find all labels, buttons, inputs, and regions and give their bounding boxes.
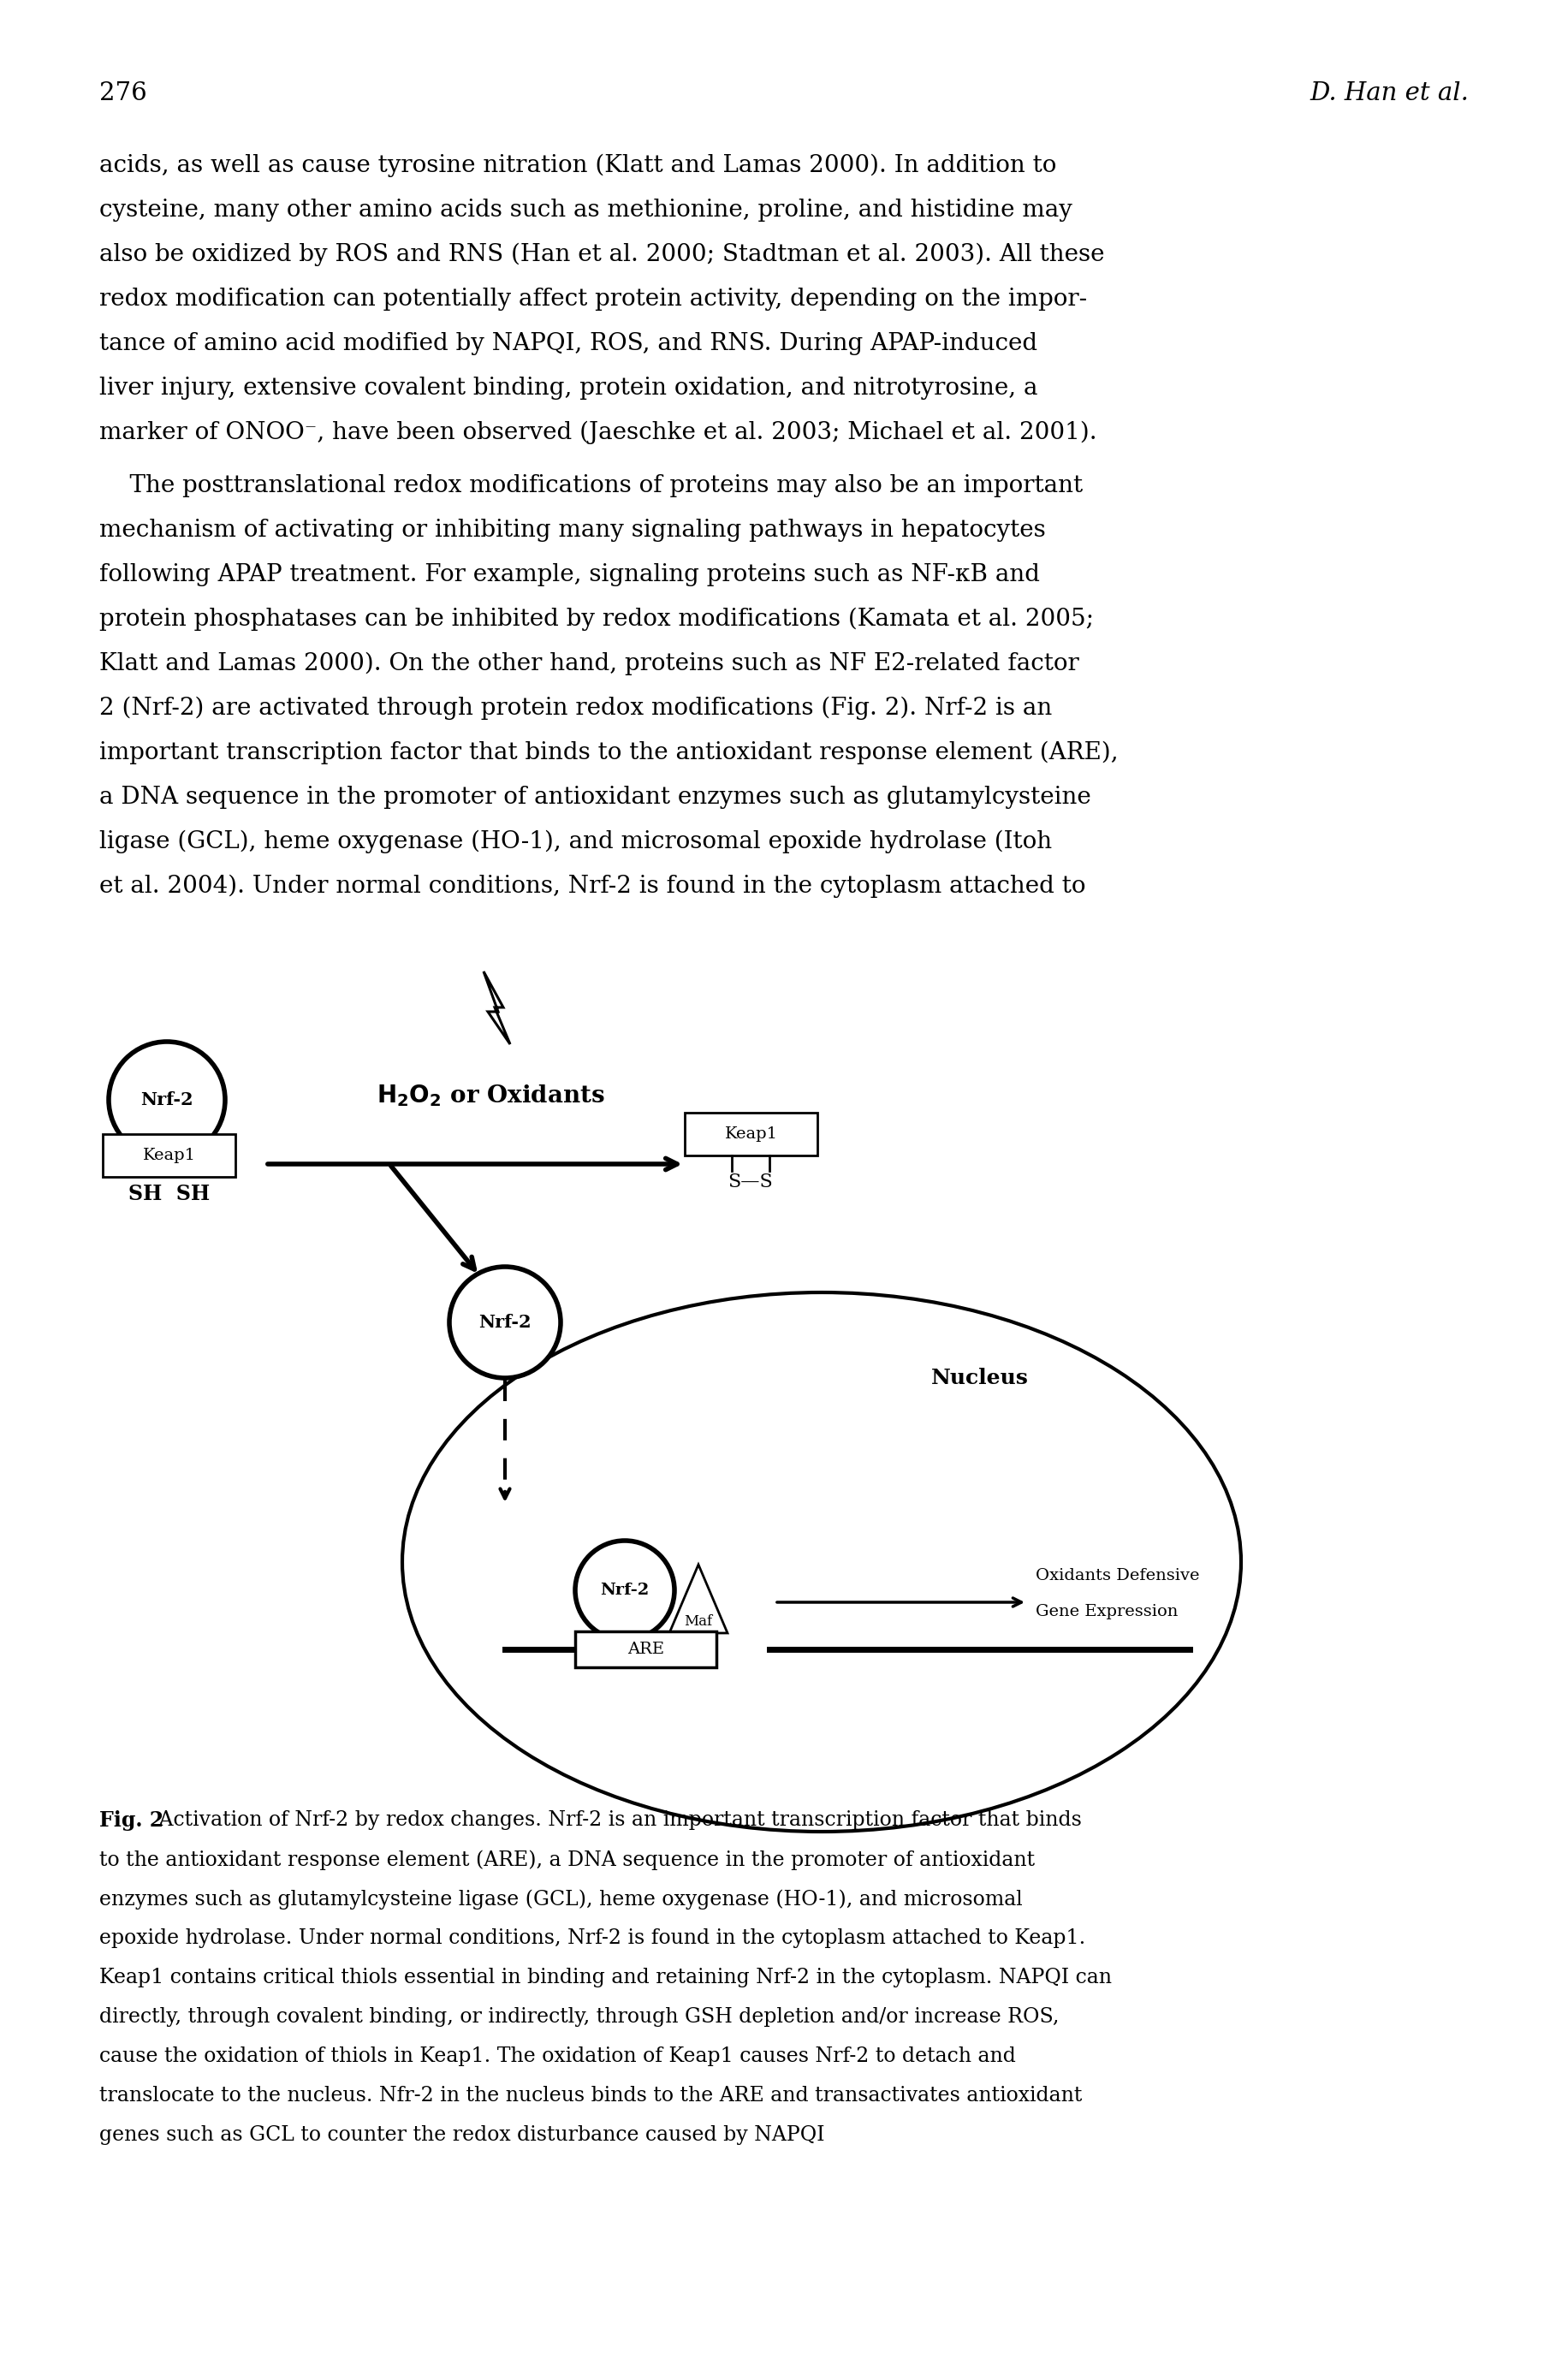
Text: Nrf-2: Nrf-2 xyxy=(141,1091,193,1107)
Text: Fig. 2: Fig. 2 xyxy=(99,1811,163,1832)
Text: tance of amino acid modified by NAPQI, ROS, and RNS. During APAP-induced: tance of amino acid modified by NAPQI, R… xyxy=(99,333,1038,354)
Text: liver injury, extensive covalent binding, protein oxidation, and nitrotyrosine, : liver injury, extensive covalent binding… xyxy=(99,378,1038,399)
Circle shape xyxy=(575,1540,674,1639)
Text: Nucleus: Nucleus xyxy=(931,1369,1029,1388)
Text: Nrf-2: Nrf-2 xyxy=(601,1582,649,1599)
Text: SH  SH: SH SH xyxy=(129,1183,210,1205)
Text: 276: 276 xyxy=(99,81,147,105)
Text: Oxidants Defensive: Oxidants Defensive xyxy=(1035,1568,1200,1582)
Text: D. Han et al.: D. Han et al. xyxy=(1309,81,1469,105)
Circle shape xyxy=(450,1266,561,1378)
Text: Nrf-2: Nrf-2 xyxy=(478,1314,532,1331)
Text: important transcription factor that binds to the antioxidant response element (A: important transcription factor that bind… xyxy=(99,741,1118,765)
Text: directly, through covalent binding, or indirectly, through GSH depletion and/or : directly, through covalent binding, or i… xyxy=(99,2008,1058,2027)
Bar xyxy=(575,1632,717,1668)
Text: Keap1: Keap1 xyxy=(143,1148,196,1164)
Text: acids, as well as cause tyrosine nitration (Klatt and Lamas 2000). In addition t: acids, as well as cause tyrosine nitrati… xyxy=(99,154,1057,178)
Text: enzymes such as glutamylcysteine ligase (GCL), heme oxygenase (HO-1), and micros: enzymes such as glutamylcysteine ligase … xyxy=(99,1889,1022,1910)
Text: The posttranslational redox modifications of proteins may also be an important: The posttranslational redox modification… xyxy=(99,475,1083,497)
Text: mechanism of activating or inhibiting many signaling pathways in hepatocytes: mechanism of activating or inhibiting ma… xyxy=(99,518,1046,542)
Text: S—S: S—S xyxy=(728,1174,773,1190)
Text: $\mathbf{H_2O_2}$ or Oxidants: $\mathbf{H_2O_2}$ or Oxidants xyxy=(376,1083,605,1107)
Circle shape xyxy=(108,1041,226,1157)
Text: ARE: ARE xyxy=(627,1642,665,1656)
Text: to the antioxidant response element (ARE), a DNA sequence in the promoter of ant: to the antioxidant response element (ARE… xyxy=(99,1849,1035,1870)
Text: Keap1: Keap1 xyxy=(724,1126,778,1143)
Text: Activation of Nrf-2 by redox changes. Nrf-2 is an important transcription factor: Activation of Nrf-2 by redox changes. Nr… xyxy=(152,1811,1082,1830)
Text: 2 (Nrf-2) are activated through protein redox modifications (Fig. 2). Nrf-2 is a: 2 (Nrf-2) are activated through protein … xyxy=(99,696,1052,720)
Text: also be oxidized by ROS and RNS (Han et al. 2000; Stadtman et al. 2003). All the: also be oxidized by ROS and RNS (Han et … xyxy=(99,242,1104,266)
Text: Klatt and Lamas 2000). On the other hand, proteins such as NF E2-related factor: Klatt and Lamas 2000). On the other hand… xyxy=(99,651,1079,675)
Text: genes such as GCL to counter the redox disturbance caused by NAPQI: genes such as GCL to counter the redox d… xyxy=(99,2124,825,2146)
Text: Keap1 contains critical thiols essential in binding and retaining Nrf-2 in the c: Keap1 contains critical thiols essential… xyxy=(99,1967,1112,1986)
Text: Gene Expression: Gene Expression xyxy=(1035,1604,1178,1620)
Text: Maf: Maf xyxy=(684,1613,712,1630)
Text: cysteine, many other amino acids such as methionine, proline, and histidine may: cysteine, many other amino acids such as… xyxy=(99,200,1073,221)
Text: redox modification can potentially affect protein activity, depending on the imp: redox modification can potentially affec… xyxy=(99,287,1087,311)
Text: protein phosphatases can be inhibited by redox modifications (Kamata et al. 2005: protein phosphatases can be inhibited by… xyxy=(99,608,1094,632)
Text: et al. 2004). Under normal conditions, Nrf-2 is found in the cytoplasm attached : et al. 2004). Under normal conditions, N… xyxy=(99,874,1085,898)
Bar xyxy=(103,1133,235,1176)
Text: ligase (GCL), heme oxygenase (HO-1), and microsomal epoxide hydrolase (Itoh: ligase (GCL), heme oxygenase (HO-1), and… xyxy=(99,829,1052,853)
Polygon shape xyxy=(670,1566,728,1632)
Text: marker of ONOO⁻, have been observed (Jaeschke et al. 2003; Michael et al. 2001).: marker of ONOO⁻, have been observed (Jae… xyxy=(99,421,1098,444)
Ellipse shape xyxy=(403,1293,1240,1832)
Polygon shape xyxy=(483,972,510,1043)
Text: cause the oxidation of thiols in Keap1. The oxidation of Keap1 causes Nrf-2 to d: cause the oxidation of thiols in Keap1. … xyxy=(99,2046,1016,2067)
Text: following APAP treatment. For example, signaling proteins such as NF-κB and: following APAP treatment. For example, s… xyxy=(99,563,1040,587)
Text: translocate to the nucleus. Nfr-2 in the nucleus binds to the ARE and transactiv: translocate to the nucleus. Nfr-2 in the… xyxy=(99,2086,1082,2105)
Text: epoxide hydrolase. Under normal conditions, Nrf-2 is found in the cytoplasm atta: epoxide hydrolase. Under normal conditio… xyxy=(99,1929,1085,1948)
Text: a DNA sequence in the promoter of antioxidant enzymes such as glutamylcysteine: a DNA sequence in the promoter of antiox… xyxy=(99,786,1091,808)
Bar xyxy=(685,1112,817,1155)
